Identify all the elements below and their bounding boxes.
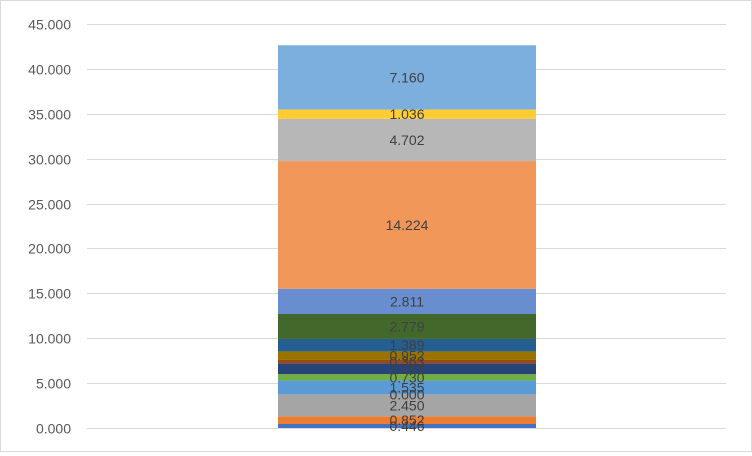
bar-segment xyxy=(278,118,536,162)
bar-segment xyxy=(278,288,536,314)
data-label: 0.730 xyxy=(389,369,424,385)
data-label: 0.000 xyxy=(389,386,424,402)
bar-segment xyxy=(278,109,536,119)
bar-segment xyxy=(278,338,536,352)
bar-segment xyxy=(278,313,536,339)
bar-segment xyxy=(278,374,536,381)
y-tick-label: 35.000 xyxy=(28,107,71,123)
bar-segment xyxy=(278,380,536,395)
y-tick-label: 25.000 xyxy=(28,197,71,213)
y-tick-label: 0.000 xyxy=(36,421,71,437)
bar-segment xyxy=(278,416,536,424)
stacked-bar xyxy=(278,45,536,428)
y-tick-label: 20.000 xyxy=(28,241,71,257)
y-axis-ticks: 0.000 5.000 10.000 15.000 20.000 25.000 30.000… xyxy=(28,17,71,437)
bar-segment xyxy=(278,351,536,360)
y-tick-label: 40.000 xyxy=(28,62,71,78)
bar-segment xyxy=(278,423,536,428)
bar-segment xyxy=(278,359,536,364)
data-label: 1.036 xyxy=(389,106,424,122)
bar-segment xyxy=(278,394,536,417)
data-label: 14.224 xyxy=(386,217,429,233)
data-label: 0.952 xyxy=(389,348,424,364)
data-label: 1.203 xyxy=(389,361,424,377)
bar-segment xyxy=(278,161,536,289)
y-tick-label: 30.000 xyxy=(28,152,71,168)
data-label: 1.389 xyxy=(389,337,424,353)
data-label: 0.446 xyxy=(389,418,424,434)
bar-segment xyxy=(278,45,536,110)
data-label: 2.450 xyxy=(389,397,424,413)
y-tick-label: 5.000 xyxy=(36,376,71,392)
y-tick-label: 10.000 xyxy=(28,331,71,347)
y-tick-label: 15.000 xyxy=(28,286,71,302)
data-label: 2.811 xyxy=(390,293,424,309)
data-label: 1.535 xyxy=(389,379,424,395)
data-label: 0.363 xyxy=(389,354,424,370)
data-labels: 0.4460.8522.4500.0001.5350.7301.2030.363… xyxy=(386,69,429,434)
data-label: 7.160 xyxy=(389,69,424,85)
bar-segment xyxy=(278,363,536,375)
y-tick-label: 45.000 xyxy=(28,17,71,33)
data-label: 0.852 xyxy=(389,412,424,428)
data-label: 4.702 xyxy=(389,132,424,148)
data-label: 2.779 xyxy=(389,318,424,334)
